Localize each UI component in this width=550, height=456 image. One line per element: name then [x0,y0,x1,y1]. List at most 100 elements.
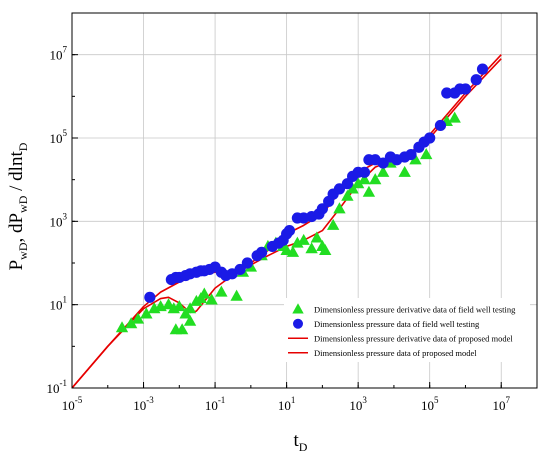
derivative-data-point [341,189,354,201]
x-tick-label: 10-3 [133,395,154,413]
derivative-data-point [175,323,189,335]
y-tick-base: 10 [50,48,63,63]
legend-box [284,298,530,362]
legend-label: Dimensionless pressure derivative data o… [314,333,513,343]
x-axis-title-main: t [294,430,300,451]
pressure-data-point [434,119,447,132]
pressure-data-point [459,83,472,95]
y-tick-label: 101 [50,295,68,313]
x-axis-title-subscript: D [299,440,308,454]
pressure-data-point [470,74,482,86]
y-axis-title-subscript: wD [16,195,30,213]
y-tick-label: 10-1 [47,378,68,396]
x-tick-exponent: -3 [146,395,154,405]
y-tick-exponent: 1 [63,295,68,305]
pressure-data-point [358,166,371,178]
x-tick-base: 10 [492,398,505,413]
derivative-data-point [173,300,186,312]
legend-label: Dimensionless pressure data of proposed … [314,348,477,358]
x-tick-exponent: 5 [434,395,439,405]
derivative-data-point [333,202,346,214]
derivative-data-point [420,148,433,160]
pressure-data-point [144,291,156,303]
y-axis-title: PwD, dPwD / dlntD [6,142,30,270]
derivative-data-point [205,293,218,305]
y-tick-base: 10 [50,131,63,146]
x-tick-label: 103 [349,395,367,413]
y-tick-label: 107 [50,45,68,63]
derivative-data-point [124,317,138,329]
y-tick-label: 105 [50,128,68,146]
x-tick-label: 10-5 [62,395,83,413]
y-axis-title-subscript: D [16,142,30,151]
derivative-data-point [115,321,129,333]
derivative-data-point [362,185,376,197]
legend-label: Dimensionless pressure data of field wel… [314,319,480,329]
plot-frame [71,12,538,389]
y-tick-exponent: 7 [63,45,68,55]
legend-marker-triangle [292,303,304,314]
x-tick-exponent: 7 [505,395,510,405]
x-tick-label: 105 [421,395,439,413]
y-tick-base: 10 [50,214,63,229]
x-tick-label: 10-1 [205,395,226,413]
derivative-data-point [398,165,411,177]
pressure-data-point [424,132,436,144]
x-tick-base: 10 [278,398,291,413]
y-axis-title-part: , dP [6,213,27,243]
derivative-data-point [409,153,422,165]
y-tick-exponent: -1 [60,378,68,388]
pressure-data-point [333,183,346,195]
x-tick-base: 10 [205,398,218,413]
x-tick-base: 10 [421,398,434,413]
x-axis-title: tD [294,430,308,454]
pressure-data-point [283,224,296,237]
y-axis-title-subscript: wD [16,242,30,260]
derivative-data-point [140,307,153,319]
derivative-data-point [297,233,310,245]
x-tick-label: 107 [492,395,510,413]
derivative-data-point [215,285,228,297]
derivative-data-point [319,243,332,256]
x-tick-base: 10 [62,398,75,413]
derivative-data-point [198,287,211,299]
pressure-data-point [441,87,453,99]
derivative-data-point [310,231,324,243]
pressure-data-point [234,263,246,276]
derivative-data-point [183,314,197,326]
pressure-data-point [316,203,328,215]
x-tick-base: 10 [133,398,146,413]
derivative-data-point [369,173,382,185]
data-points [115,63,489,335]
derivative-data-point [448,111,461,123]
derivative-data-point [291,236,304,248]
derivative-data-point [351,177,365,189]
y-axis-title-part: P [6,260,27,271]
x-tick-exponent: -5 [75,395,83,405]
x-tick-exponent: -1 [218,395,226,405]
pressure-data-point [241,257,253,269]
derivative-data-point [286,245,300,257]
x-tick-base: 10 [349,398,362,413]
pressure-data-point [476,63,489,75]
y-axis-title-part: / dlnt [6,151,27,196]
y-tick-base: 10 [50,298,63,313]
y-tick-base: 10 [47,381,60,396]
derivative-data-point [358,173,371,185]
derivative-data-point [376,165,390,177]
legend-marker-circle [293,318,303,329]
legend-label: Dimensionless pressure derivative data o… [314,304,516,314]
y-tick-exponent: 5 [63,128,68,138]
derivative-data-point [326,218,340,230]
x-tick-exponent: 3 [362,395,367,405]
derivative-data-point [183,302,197,314]
derivative-data-point [131,312,145,324]
y-tick-label: 103 [50,211,68,229]
pressure-data-point [405,148,417,161]
x-tick-exponent: 1 [291,395,296,405]
y-tick-exponent: 3 [63,211,68,221]
derivative-data-point [305,242,318,254]
